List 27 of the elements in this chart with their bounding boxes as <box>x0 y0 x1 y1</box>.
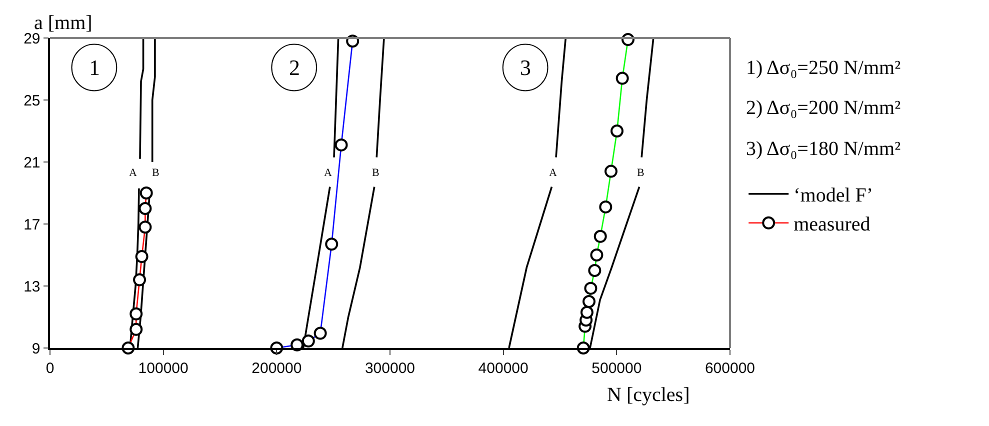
legend-label: ‘model F’ <box>794 184 874 207</box>
y-tick-label: 17 <box>24 216 40 234</box>
annotation: B <box>637 167 644 179</box>
text: 1) Δσ₀=250 N/mm² <box>746 57 901 79</box>
x-tick-label: 0 <box>46 360 54 377</box>
legend-label: measured <box>794 214 870 236</box>
x-tick-label: 100000 <box>138 360 188 377</box>
text: 2) Δσ₀=200 N/mm² <box>746 97 901 119</box>
annotation: 3 <box>520 55 531 80</box>
annotation: 1 <box>89 55 100 80</box>
annotation: A <box>129 167 137 179</box>
y-tick-label: 21 <box>24 154 40 172</box>
x-tick-label: 200000 <box>252 360 302 377</box>
annotation: B <box>152 167 160 179</box>
x-tick-label: 500000 <box>592 360 642 377</box>
annotation: A <box>549 167 557 179</box>
x-axis-title: N [cycles] <box>607 384 690 406</box>
annotation: A <box>324 167 332 179</box>
x-tick-label: 300000 <box>364 360 416 377</box>
text: 3) Δσ₀=180 N/mm² <box>746 138 901 160</box>
y-tick-label: 9 <box>32 340 40 358</box>
x-tick-label: 400000 <box>478 360 528 377</box>
annotation: B <box>372 167 380 179</box>
x-tick-label: 600000 <box>704 360 756 377</box>
annotation: 2 <box>289 55 300 80</box>
y-tick-label: 13 <box>24 278 40 296</box>
y-tick-label: 25 <box>24 92 40 110</box>
